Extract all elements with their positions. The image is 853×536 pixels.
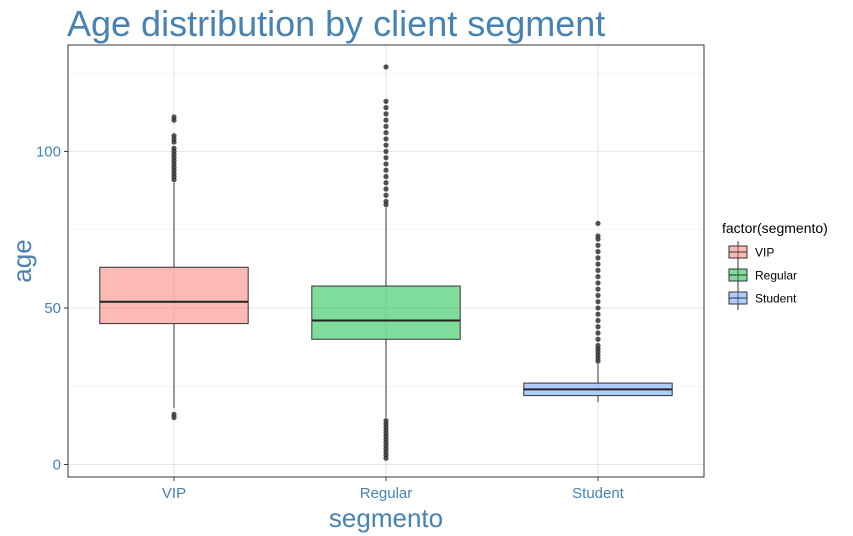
outlier-point: [383, 136, 389, 142]
outlier-point: [595, 336, 601, 342]
x-tick-label: VIP: [162, 485, 186, 502]
legend-title: factor(segmento): [722, 220, 828, 236]
y-tick-label: 0: [53, 456, 61, 473]
outlier-point: [595, 242, 601, 248]
outlier-point: [595, 292, 601, 299]
outlier-point: [595, 330, 601, 336]
outlier-point: [595, 342, 601, 349]
outlier-point: [595, 261, 601, 267]
outlier-point: [595, 274, 601, 280]
legend-key-regular: Regular: [728, 264, 797, 287]
y-axis-title: age: [7, 239, 37, 282]
outlier-point: [595, 311, 601, 317]
outlier-point: [383, 117, 389, 123]
outlier-point: [595, 233, 601, 239]
outlier-point: [383, 105, 389, 111]
outlier-point: [383, 111, 389, 117]
outlier-point: [383, 180, 389, 186]
outlier-point: [383, 186, 389, 192]
legend-key-vip: VIP: [728, 241, 774, 264]
outlier-point: [595, 220, 601, 227]
box-regular: [311, 64, 461, 461]
outlier-point: [383, 148, 389, 155]
x-axis: VIP Regular Student: [162, 477, 625, 502]
x-axis-title: segmento: [329, 503, 443, 533]
chart-title: Age distribution by client segment: [67, 3, 605, 44]
legend-label: Student: [755, 292, 797, 306]
box-student: [523, 220, 673, 402]
legend-label: Regular: [755, 269, 797, 283]
outlier-point: [383, 123, 389, 129]
outlier-point: [383, 418, 389, 424]
outlier-point: [383, 173, 389, 180]
outlier-point: [595, 324, 601, 330]
legend-key-student: Student: [728, 287, 797, 310]
outlier-point: [595, 305, 601, 311]
outlier-point: [383, 98, 389, 104]
boxes: [99, 64, 673, 461]
outlier-point: [595, 255, 601, 261]
outlier-point: [595, 249, 601, 255]
outlier-point: [383, 142, 389, 148]
y-axis: 0 50 100: [36, 143, 68, 473]
outlier-point: [383, 155, 389, 161]
outlier-point: [383, 64, 389, 70]
y-tick-label: 50: [44, 300, 61, 317]
outlier-point: [171, 133, 177, 139]
outlier-point: [171, 114, 177, 120]
outlier-point: [383, 130, 389, 136]
outlier-point: [383, 198, 389, 205]
legend-label: VIP: [755, 246, 774, 260]
x-tick-label: Regular: [360, 485, 413, 502]
outlier-point: [595, 286, 601, 292]
outlier-point: [383, 167, 389, 173]
outlier-point: [595, 267, 601, 273]
outlier-point: [595, 317, 601, 324]
outlier-point: [171, 145, 177, 151]
outlier-point: [171, 411, 177, 417]
x-tick-label: Student: [572, 485, 625, 502]
y-tick-label: 100: [36, 143, 61, 160]
box-vip: [99, 114, 249, 421]
outlier-point: [383, 192, 389, 198]
box-iqr: [99, 266, 249, 325]
outlier-point: [383, 161, 389, 167]
outlier-point: [595, 280, 601, 286]
legend: factor(segmento) VIP Regular Student: [722, 220, 828, 310]
box-iqr: [311, 285, 461, 340]
outlier-point: [595, 299, 601, 305]
legend-keys: VIP Regular Student: [728, 241, 797, 310]
plot-panel: [67, 44, 705, 478]
